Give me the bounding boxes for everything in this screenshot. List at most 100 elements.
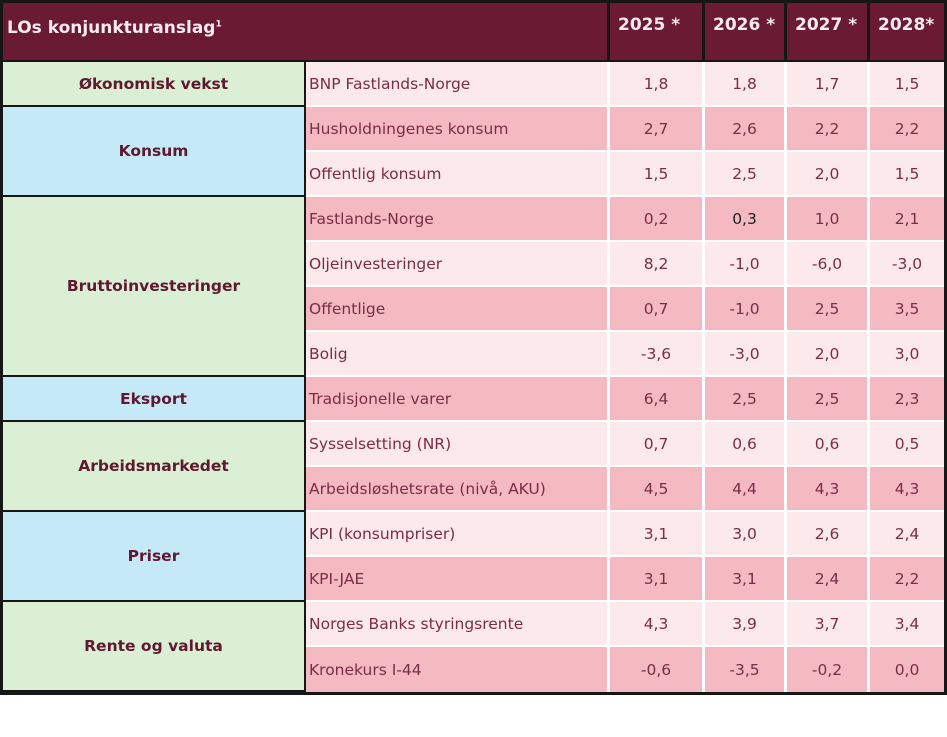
value-cell: 0,0 [867, 647, 945, 692]
value-cell: -3,5 [702, 647, 785, 692]
value-cell: 2,3 [867, 377, 945, 422]
value-cell: 3,1 [702, 557, 785, 602]
indicator-cell: Tradisjonelle varer [306, 377, 608, 422]
value-cell: -3,0 [867, 242, 945, 287]
category-cell: Priser [3, 512, 306, 602]
value-cell: 4,3 [607, 602, 703, 647]
value-cell: 1,5 [867, 152, 945, 197]
header-row: LOs konjunkturanslag1 2025 * 2026 * 2027… [3, 3, 945, 62]
value-cell: 1,5 [867, 62, 945, 107]
value-cell: -6,0 [784, 242, 868, 287]
value-cell: 2,2 [867, 557, 945, 602]
value-cell: 2,5 [702, 377, 785, 422]
value-cell: 2,1 [867, 197, 945, 242]
value-cell: -0,6 [607, 647, 703, 692]
indicator-cell: Sysselsetting (NR) [306, 422, 608, 467]
value-cell: 1,7 [784, 62, 868, 107]
value-cell: 2,2 [784, 107, 868, 152]
value-cell: 2,6 [702, 107, 785, 152]
table-row: Offentlig konsum 1,5 2,5 2,0 1,5 [3, 152, 945, 197]
column-header-2027: 2027 * [784, 3, 868, 62]
table-row: Eksport Tradisjonelle varer 6,4 2,5 2,5 2,3 [3, 377, 945, 422]
table-row: Bruttoinvesteringer Fastlands-Norge 0,2 0,3… [3, 197, 945, 377]
value-cell: 4,5 [607, 467, 703, 512]
value-cell: 4,3 [784, 467, 868, 512]
value-cell: -1,0 [702, 287, 785, 332]
table-row: Konsum Husholdningenes konsum 2,7 2,6 2,2 2,2 [3, 107, 945, 197]
value-cell: -1,0 [702, 242, 785, 287]
indicator-cell: Oljeinvesteringer [306, 242, 608, 287]
category-cell: Konsum [3, 107, 306, 197]
table-title: LOs konjunkturanslag1 [3, 3, 608, 62]
table-row: Arbeidsløshetsrate (nivå, AKU) 4,5 4,4 4,3 4… [3, 467, 945, 512]
value-cell: 3,5 [867, 287, 945, 332]
value-cell: -0,2 [784, 647, 868, 692]
indicator-cell: Kronekurs I-44 [306, 647, 608, 692]
indicator-cell: Fastlands-Norge [306, 197, 608, 242]
indicator-cell: Arbeidsløshetsrate (nivå, AKU) [306, 467, 608, 512]
table-row: Økonomisk vekst BNP Fastlands-Norge 1,8 1,8… [3, 62, 945, 107]
column-header-2026: 2026 * [702, 3, 785, 62]
category-cell: Bruttoinvesteringer [3, 197, 306, 377]
value-cell: 1,0 [784, 197, 868, 242]
category-cell: Rente og valuta [3, 602, 306, 692]
value-cell: 1,8 [607, 62, 703, 107]
indicator-cell: Norges Banks styringsrente [306, 602, 608, 647]
value-cell: 1,5 [607, 152, 703, 197]
value-cell: 2,0 [784, 152, 868, 197]
value-cell: 2,5 [784, 377, 868, 422]
value-cell: 0,6 [784, 422, 868, 467]
value-cell: 0,5 [867, 422, 945, 467]
value-cell: 2,4 [867, 512, 945, 557]
category-cell: Økonomisk vekst [3, 62, 306, 107]
table-row: Oljeinvesteringer 8,2 -1,0 -6,0 -3,0 [3, 242, 945, 287]
indicator-cell: Bolig [306, 332, 608, 377]
table-row: Rente og valuta Norges Banks styringsrent… [3, 602, 945, 692]
table-body: Økonomisk vekst BNP Fastlands-Norge 1,8 1,8… [3, 62, 945, 692]
value-cell: 4,3 [867, 467, 945, 512]
table-row: Offentlige 0,7 -1,0 2,5 3,5 [3, 287, 945, 332]
forecast-table: LOs konjunkturanslag1 2025 * 2026 * 2027… [0, 0, 947, 695]
value-cell: 2,6 [784, 512, 868, 557]
column-header-2028: 2028* [867, 3, 945, 62]
table-row: Bolig -3,6 -3,0 2,0 3,0 [3, 332, 945, 377]
table-row: Priser KPI (konsumpriser) 3,1 3,0 2,6 2,4 [3, 512, 945, 602]
value-cell: 0,7 [607, 422, 703, 467]
value-cell: 3,4 [867, 602, 945, 647]
value-cell: 0,6 [702, 422, 785, 467]
value-cell: 0,7 [607, 287, 703, 332]
column-header-2025: 2025 * [607, 3, 703, 62]
value-cell: 1,8 [702, 62, 785, 107]
value-cell: 2,4 [784, 557, 868, 602]
value-cell: 2,5 [784, 287, 868, 332]
value-cell: 2,2 [867, 107, 945, 152]
table-row: Arbeidsmarkedet Sysselsetting (NR) 0,7 0,6 0… [3, 422, 945, 512]
table-row: Kronekurs I-44 -0,6 -3,5 -0,2 0,0 [3, 647, 945, 692]
indicator-cell: Offentlig konsum [306, 152, 608, 197]
indicator-cell: Offentlige [306, 287, 608, 332]
table-row: KPI-JAE 3,1 3,1 2,4 2,2 [3, 557, 945, 602]
value-cell: 3,1 [607, 512, 703, 557]
title-footnote-marker: 1 [215, 18, 222, 29]
indicator-cell: KPI (konsumpriser) [306, 512, 608, 557]
value-cell: 3,0 [867, 332, 945, 377]
table-title-text: LOs konjunkturanslag [7, 17, 216, 38]
indicator-cell: Husholdningenes konsum [306, 107, 608, 152]
indicator-cell: BNP Fastlands-Norge [306, 62, 608, 107]
value-cell: 6,4 [607, 377, 703, 422]
value-cell: 8,2 [607, 242, 703, 287]
value-cell: 3,1 [607, 557, 703, 602]
value-cell: 2,7 [607, 107, 703, 152]
value-cell: 4,4 [702, 467, 785, 512]
value-cell: 3,9 [702, 602, 785, 647]
category-cell: Eksport [3, 377, 306, 422]
value-cell: 3,7 [784, 602, 868, 647]
value-cell: -3,0 [702, 332, 785, 377]
value-cell: 0,2 [607, 197, 703, 242]
value-cell: 2,0 [784, 332, 868, 377]
value-cell: 3,0 [702, 512, 785, 557]
indicator-cell: KPI-JAE [306, 557, 608, 602]
value-cell: -3,6 [607, 332, 703, 377]
category-cell: Arbeidsmarkedet [3, 422, 306, 512]
value-cell: 2,5 [702, 152, 785, 197]
